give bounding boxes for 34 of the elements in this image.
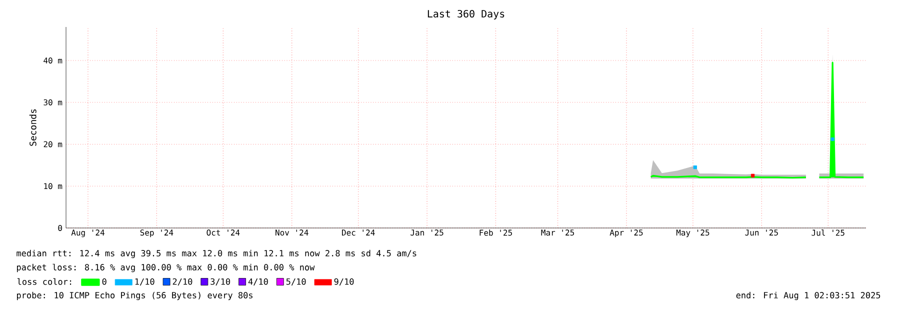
- y-tick-label: 10 m: [44, 183, 62, 190]
- legend-label: 1/10: [135, 278, 154, 286]
- y-tick-label: 20 m: [44, 141, 62, 148]
- chart-title: Last 360 Days: [428, 10, 504, 20]
- x-tick-label: Dec '24: [342, 230, 375, 236]
- y-tick-label: 30 m: [44, 99, 62, 106]
- x-tick-label: Mar '25: [541, 230, 574, 236]
- point: [830, 137, 834, 142]
- x-tick-label: Nov '24: [276, 230, 308, 236]
- x-tick-label: Jul '25: [812, 230, 844, 236]
- y-tick-label: 0: [58, 224, 62, 232]
- text: probe: 10 ICMP Echo Pings (56 Bytes) every 80s: [17, 292, 252, 300]
- legend-title: loss color:: [17, 278, 72, 285]
- x-tick-label: May '25: [676, 230, 710, 238]
- x-tick-label: Apr '25: [610, 230, 643, 238]
- x-tick-label: Sep '24: [140, 230, 174, 238]
- legend-label: 0: [102, 278, 106, 285]
- x-tick-label: Jan '25: [410, 230, 444, 236]
- legend-label: 2/10: [172, 278, 192, 286]
- text: median rtt: 12.4 ms avg 39.5 ms max 12.0 ms min 12.1 ms now 2.8 ms sd 4.5 am/s: [16, 250, 416, 258]
- legend-label: 5/10: [286, 278, 306, 286]
- x-tick-label: Jun '25: [745, 230, 778, 236]
- x-tick-label: Feb '25: [480, 230, 512, 236]
- point: [750, 174, 755, 178]
- legend-label: 4/10: [248, 278, 268, 286]
- legend-label: 9/10: [334, 278, 354, 286]
- legend-label: 3/10: [210, 278, 230, 286]
- text: end: Fri Aug 1 02:03:51 2025: [736, 292, 880, 300]
- y-tick-label: 40 m: [44, 57, 62, 64]
- text: packet loss: 8.16 % avg 100.00 % max 0.00 % min 0.00 % now: [17, 264, 315, 272]
- y-axis-title: Seconds: [29, 109, 36, 146]
- x-tick-label: Oct '24: [206, 230, 240, 236]
- x-tick-label: Aug '24: [71, 230, 104, 238]
- point: [693, 165, 697, 170]
